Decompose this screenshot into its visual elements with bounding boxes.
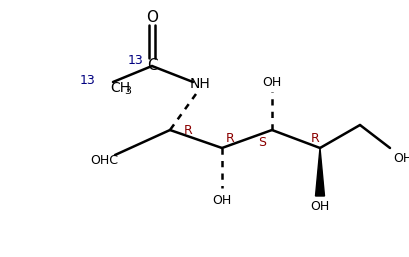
Text: R: R [310, 132, 319, 144]
Text: 13: 13 [128, 53, 144, 67]
Text: OH: OH [393, 151, 409, 164]
Text: R: R [226, 132, 234, 144]
Text: 3: 3 [124, 86, 132, 96]
Text: CH: CH [110, 81, 130, 95]
Text: O: O [146, 10, 158, 24]
Text: OH: OH [212, 194, 231, 207]
Text: OH: OH [263, 76, 282, 88]
Text: 13: 13 [80, 74, 96, 87]
Text: S: S [258, 136, 266, 150]
Text: NH: NH [190, 77, 210, 91]
Polygon shape [315, 148, 324, 196]
Text: OH: OH [310, 200, 330, 214]
Text: OHC: OHC [90, 153, 118, 167]
Text: C: C [147, 58, 157, 72]
Text: R: R [184, 124, 192, 137]
